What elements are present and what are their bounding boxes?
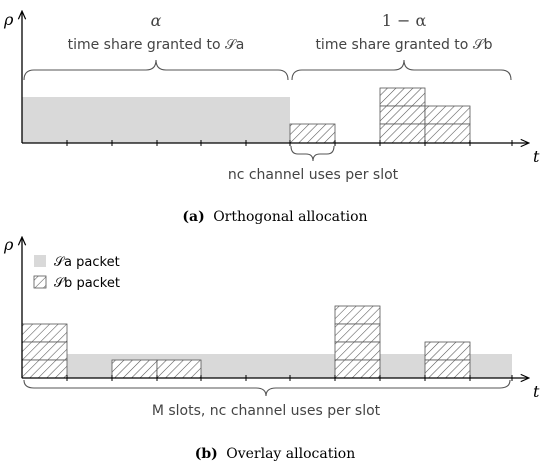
alpha-label: α: [151, 11, 162, 30]
legend-label-sa: 𝒮a packet: [54, 255, 120, 270]
sb-packet: [156, 359, 202, 379]
x-ticks: [66, 140, 513, 146]
one-minus-alpha-label: 1 − α: [382, 11, 427, 30]
sb-packet: [21, 359, 68, 379]
caption-a: (a) Orthogonal allocation: [182, 209, 367, 225]
sb-packet: [379, 123, 426, 144]
caption-a-text: Orthogonal allocation: [213, 209, 367, 225]
caption-b-text: Overlay allocation: [226, 446, 355, 462]
y-axis-label: ρ: [3, 235, 14, 254]
m-slots-text: M slots, nc channel uses per slot: [152, 403, 381, 419]
sb-packet: [424, 105, 471, 125]
legend: 𝒮a packet 𝒮b packet: [33, 255, 120, 291]
legend-swatch-sa: [34, 255, 46, 267]
x-axis-label: t: [533, 147, 540, 166]
sb-packet: [424, 359, 471, 379]
legend-label-sb: 𝒮b packet: [54, 276, 120, 291]
sb-packet: [334, 323, 381, 343]
y-axis-label: ρ: [3, 10, 14, 29]
caption-b-letter: (b): [195, 446, 218, 462]
sb-packet: [289, 123, 336, 144]
alpha-text: time share granted to 𝒮a: [68, 37, 245, 53]
slot-brace-text: nc channel uses per slot: [228, 167, 399, 183]
sb-packet: [334, 305, 381, 325]
caption-b: (b) Overlay allocation: [195, 446, 356, 462]
sb-packet: [379, 87, 426, 107]
one-minus-alpha-brace: [291, 59, 512, 81]
sb-packet: [379, 105, 426, 125]
sb-packet: [21, 323, 68, 343]
slot-brace: [290, 145, 335, 162]
legend-swatch-sb: [33, 275, 47, 289]
sa-share-block: [22, 97, 290, 143]
x-ticks: [66, 375, 513, 381]
sb-packet: [424, 123, 471, 144]
caption-a-letter: (a): [182, 209, 204, 225]
sb-packet: [334, 359, 381, 379]
panel-overlay: ρ t 𝒮a packet 𝒮b packet M slots, nc chan…: [3, 235, 540, 462]
x-axis-label: t: [533, 382, 540, 401]
one-minus-alpha-text: time share granted to 𝒮b: [315, 37, 492, 53]
sb-packet: [111, 359, 158, 379]
sb-packet: [334, 341, 381, 361]
m-slots-brace: [23, 379, 511, 397]
sb-packet: [21, 341, 68, 361]
alpha-brace: [23, 59, 289, 81]
panel-orthogonal: ρ t α time share granted to 𝒮a 1 − α tim…: [3, 10, 540, 225]
sb-packet: [424, 341, 471, 361]
